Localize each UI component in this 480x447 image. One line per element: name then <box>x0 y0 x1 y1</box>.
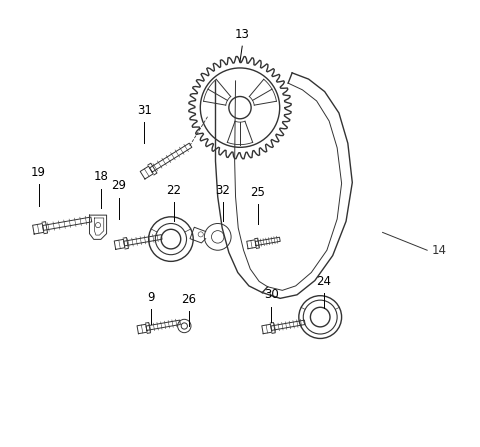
Text: 19: 19 <box>31 166 46 179</box>
Text: 9: 9 <box>147 291 155 304</box>
Text: 30: 30 <box>264 288 278 301</box>
Text: 31: 31 <box>137 104 152 117</box>
Text: 25: 25 <box>251 186 265 199</box>
Text: 26: 26 <box>181 293 196 306</box>
Text: 13: 13 <box>235 28 250 41</box>
Text: 22: 22 <box>167 184 181 197</box>
Text: 18: 18 <box>94 170 108 183</box>
Text: 32: 32 <box>216 184 230 197</box>
Text: 14: 14 <box>432 244 446 257</box>
Text: 29: 29 <box>111 179 126 192</box>
Text: 24: 24 <box>316 275 331 288</box>
